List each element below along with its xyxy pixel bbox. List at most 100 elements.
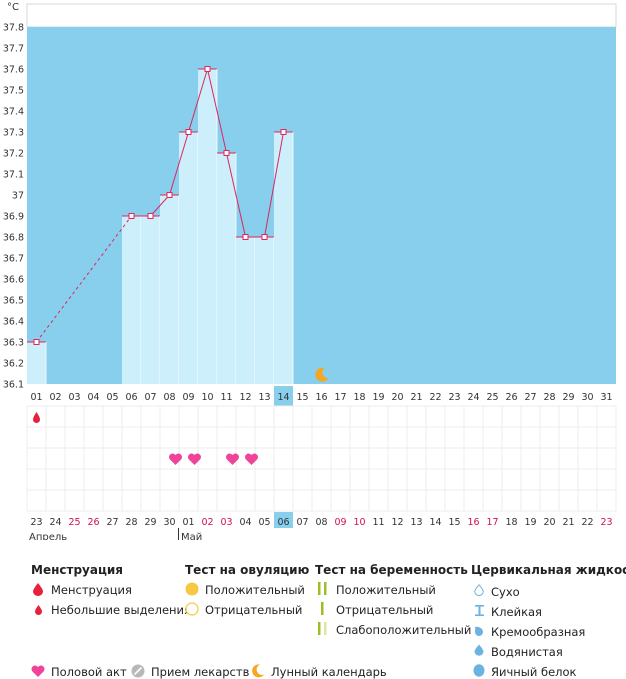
legend-ovulation-title: Тест на овуляцию [185,563,310,577]
legend-cervical-watery: Водянистая [491,645,563,659]
cycle-day-label: 13 [258,392,270,403]
month-label: Апрель [29,532,67,540]
calendar-date-label: 24 [49,517,61,528]
temperature-point[interactable] [128,213,135,219]
temperature-point[interactable] [185,129,192,135]
temperature-segment [207,68,227,154]
temperature-bar[interactable] [236,237,255,384]
legend-ovulation-positive: Положительный [205,583,305,597]
y-tick-label: 36.5 [3,296,24,307]
y-tick-label: 37.6 [3,65,24,76]
cycle-day-label: 17 [334,392,346,403]
temperature-bar[interactable] [179,132,198,384]
calendar-date-label: 10 [353,517,365,528]
events-grid [26,405,617,512]
cycle-day-label: 22 [429,392,441,403]
temperature-point[interactable] [280,129,287,135]
small-drop-icon [35,605,42,615]
temperature-point[interactable] [166,192,173,198]
temperature-segment [264,131,284,238]
cycle-day-label: 16 [315,392,327,403]
dry-icon [474,584,484,596]
positive-circle-icon [185,582,199,596]
cycle-day-label: 24 [467,392,479,403]
calendar-date-label: 14 [429,517,441,528]
moon-phase-icon[interactable] [315,367,329,382]
cycle-day-label: 27 [524,392,536,403]
cycle-day-label: 25 [486,392,498,403]
temperature-point[interactable] [223,150,230,156]
cycle-day-label: 12 [239,392,251,403]
temperature-point[interactable] [33,339,40,345]
single-bar-icon [321,602,324,615]
calendar-date-label: 16 [467,517,479,528]
legend-pregnancy-negative: Отрицательный [336,603,434,617]
calendar-date-label: 20 [543,517,555,528]
temperature-point[interactable] [204,66,211,72]
temperature-bar[interactable] [141,216,160,384]
negative-circle-icon [185,602,199,616]
x-axis-band [27,384,616,406]
month-labels: Апрель Май [29,528,202,540]
intercourse-heart-icon[interactable] [169,453,182,465]
y-tick-label: 37.5 [3,86,24,97]
intercourse-heart-icon[interactable] [226,453,239,465]
plot-background [27,27,616,384]
temperature-segment [36,215,132,343]
menstruation-drop-icon[interactable] [33,412,40,423]
sticky-icon [475,605,484,616]
y-tick-label: 36.7 [3,254,24,265]
temperature-point[interactable] [147,213,154,219]
unit-label: °C [7,2,19,13]
legend-cervical-sticky: Клейкая [491,605,542,619]
temperature-point[interactable] [261,234,268,240]
temperature-bar[interactable] [122,216,141,384]
temperature-bar[interactable] [274,132,293,384]
cycle-day-label: 20 [391,392,403,403]
y-tick-label: 37.3 [3,128,24,139]
calendar-date-label: 07 [296,517,308,528]
current-day-cell [274,386,293,406]
calendar-date-label: 13 [410,517,422,528]
temperature-bar[interactable] [160,195,179,384]
cycle-day-label: 14 [277,392,289,403]
cycle-day-label: 05 [106,392,118,403]
temperature-segment [226,152,246,238]
temperature-bar[interactable] [198,69,217,384]
y-tick-label: 36.4 [3,317,24,328]
calendar-date-label: 29 [144,517,156,528]
bbt-chart: °C 36.136.236.336.436.536.636.736.836.93… [3,2,617,540]
pill-icon [131,664,145,678]
drop-icon [33,583,43,596]
cycle-day-label: 03 [68,392,80,403]
legend-lunar: Лунный календарь [271,665,387,679]
temperature-line [36,68,284,343]
legend-medication: Прием лекарств [151,665,250,679]
calendar-date-label: 11 [372,517,384,528]
cycle-day-label: 31 [600,392,612,403]
calendar-date-label: 04 [239,517,251,528]
temperature-bar[interactable] [217,153,236,384]
intercourse-heart-icon[interactable] [188,453,201,465]
cycle-day-label: 29 [562,392,574,403]
calendar-date-label: 06 [277,517,289,528]
calendar-date-label: 28 [125,517,137,528]
temperature-point[interactable] [242,234,249,240]
y-tick-label: 36.3 [3,338,24,349]
temperature-bars [27,68,294,384]
temperature-segment [188,68,208,133]
moon-layer [315,367,329,382]
calendar-date-label: 01 [182,517,194,528]
y-axis-ticks: 36.1 36.2 36.3 36.4 36.5 36.6 36.7 36.8 36.9 37 37… [3,23,24,391]
temperature-bar[interactable] [27,342,46,384]
y-tick-label: 36.9 [3,212,24,223]
cycle-day-label: 08 [163,392,175,403]
calendar-date-label: 15 [448,517,460,528]
watery-icon [474,644,484,656]
calendar-date-label: 12 [391,517,403,528]
intercourse-heart-icon[interactable] [245,453,258,465]
legend-intercourse: Половой акт [51,665,127,679]
calendar-date-label: 26 [87,517,99,528]
temperature-bar[interactable] [255,237,274,384]
calendar-date-label: 30 [163,517,175,528]
